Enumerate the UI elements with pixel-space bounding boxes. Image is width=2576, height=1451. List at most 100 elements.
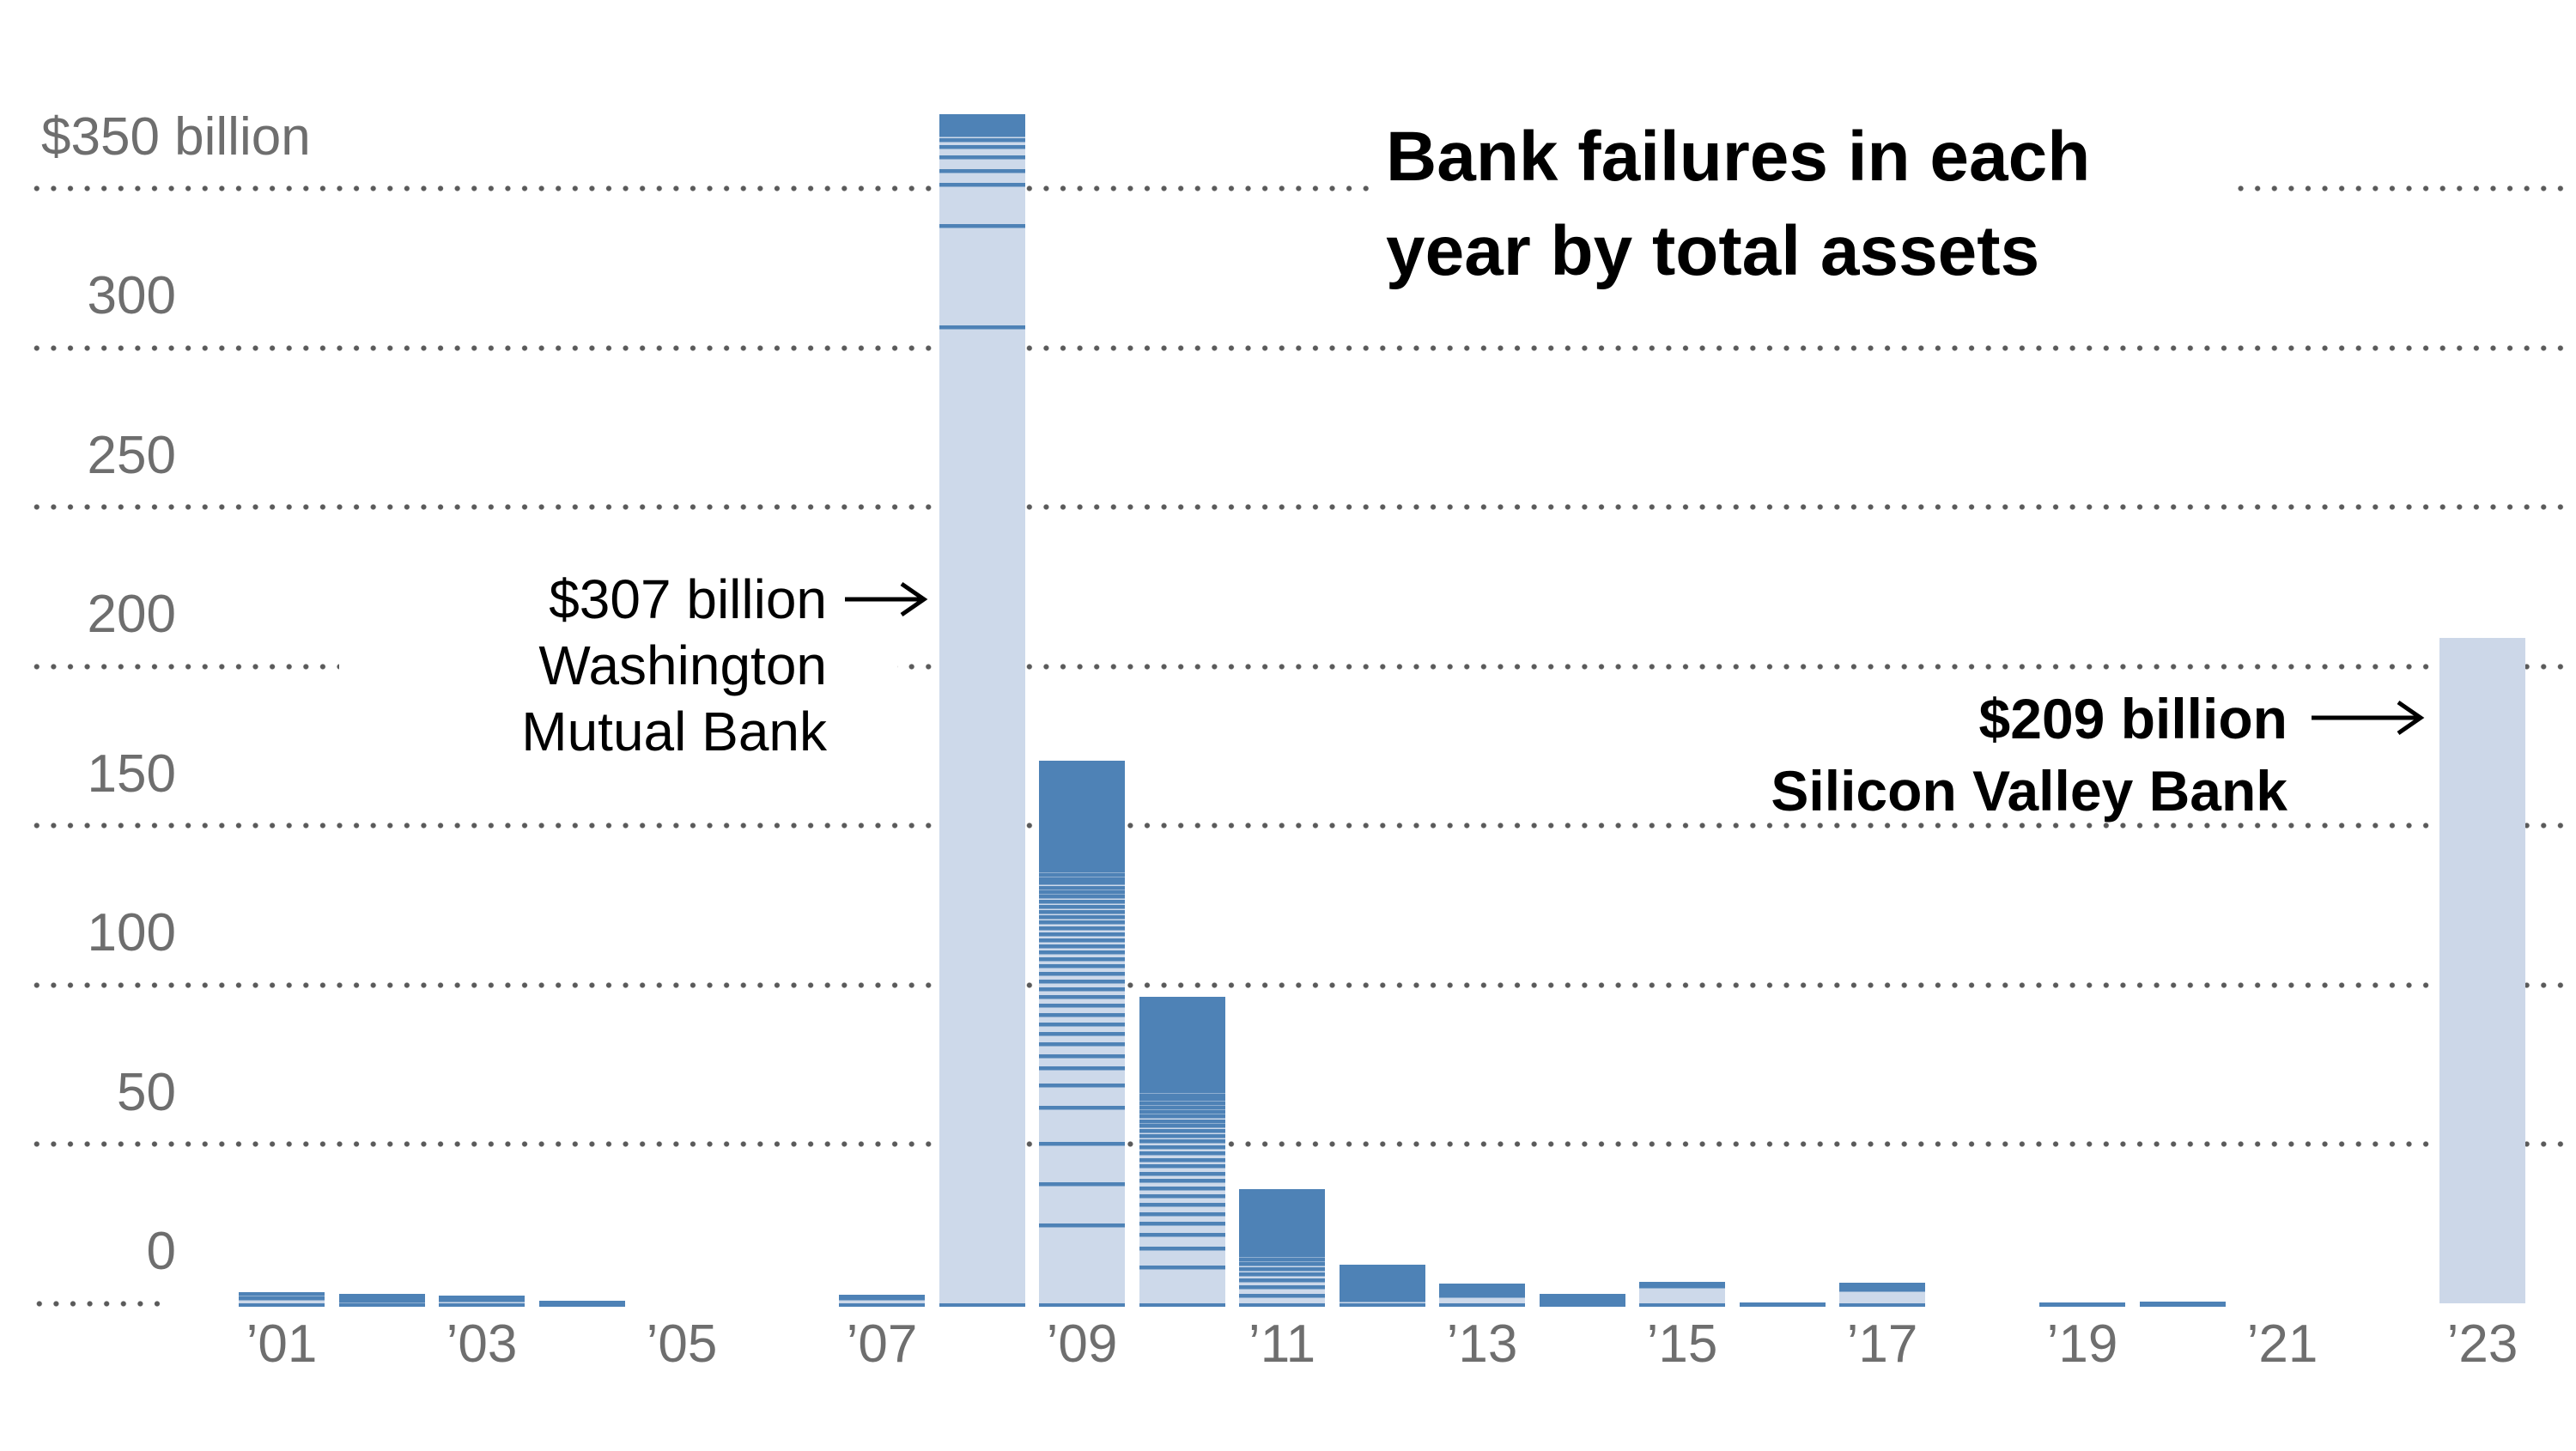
gridline-200 [28,663,2567,670]
bar-segment [1239,1240,1325,1243]
bar-segment [1039,775,1125,779]
bar-segment [1139,1102,1225,1106]
bar-base-strip [2139,1302,2226,1307]
bar-segment [1139,1073,1225,1077]
bar-segment [1139,1211,1225,1223]
bar-segment [939,128,1025,131]
bar-2019 [2039,1302,2125,1307]
bar-segment [1239,1285,1325,1294]
bar-segment [439,1298,525,1303]
bar-segment [1239,1191,1325,1193]
bar-segment [1039,915,1125,921]
bar-segment [1139,1083,1225,1087]
bar-segment [1039,821,1125,824]
bar-segment [1139,999,1225,1003]
bar-segment [1039,831,1125,835]
bar-segment [1239,1293,1325,1303]
bar-segment [1039,926,1125,932]
bar-segment [1539,1295,1625,1296]
bar-segment [1339,1285,1425,1289]
bar-segment [1139,1139,1225,1146]
bar-segment [1039,932,1125,938]
x-tick-label-2003: ’03 [446,1314,518,1374]
bar-segment [1239,1242,1325,1247]
bar-segment [1039,1066,1125,1084]
bar-segment [839,1295,925,1296]
bar-base-strip [2039,1302,2125,1307]
bar-segment [1039,971,1125,980]
bar-segment [1239,1246,1325,1250]
bar-segment [939,155,1025,170]
bar-segment [1539,1296,1625,1297]
bar-segment [939,138,1025,146]
bar-segment [1039,841,1125,845]
bar-segment [1039,987,1125,996]
bar-segment [1339,1282,1425,1284]
bar-segment [1039,801,1125,804]
bar-segment [1039,844,1125,847]
bar-segment [839,1296,925,1303]
x-tick-label-2013: ’13 [1446,1314,1518,1374]
bar-segment [1039,979,1125,987]
bar-segment [1139,1039,1225,1042]
bar-segment [1139,1079,1225,1084]
bar-segment [1039,1053,1125,1067]
bar-segment [1139,1045,1225,1048]
bar-segment [1739,1302,1826,1303]
bar-segment [1039,763,1125,766]
bar-segment [1039,869,1125,873]
bar-segment [1039,1223,1125,1303]
bar-segment [1139,1033,1225,1037]
bar-segment [1039,858,1125,862]
bar-segment [1039,839,1125,842]
bar-segment [1339,1280,1425,1283]
bar-segment [1139,996,1225,999]
bar-base-strip [1639,1302,1725,1307]
bar-segment [1039,788,1125,792]
bar-segment [1039,899,1125,905]
bar-segment [1139,1062,1225,1065]
bar-segment [939,126,1025,129]
bar-segment [1839,1284,1925,1286]
bar-segment [1139,1013,1225,1017]
x-tick-label-2005: ’05 [646,1314,718,1374]
bar-segment [939,325,1025,1303]
bar-segment [1139,1024,1225,1029]
bar-segment [1139,1186,1225,1195]
bar-segment [538,1302,625,1303]
bar-segment [439,1296,525,1299]
bar-2014 [1539,1293,1625,1307]
bar-segment [1339,1265,1425,1267]
y-tick-label-250: 250 [87,425,176,485]
bar-segment [338,1296,425,1300]
bar-segment [1339,1266,1425,1269]
bar-2003 [439,1296,525,1307]
bar-segment [1239,1194,1325,1198]
bar-segment [1139,1233,1225,1247]
bar-segment [1039,944,1125,951]
bar-segment [1439,1284,1525,1286]
bar-2001 [239,1292,325,1307]
gridline-300 [28,344,2567,351]
bar-segment [939,133,1025,139]
bar-segment [1039,786,1125,789]
bar-segment [1539,1301,1625,1303]
bar-segment [1039,836,1125,840]
bar-segment [1839,1285,1925,1288]
bar-base-strip [1339,1302,1425,1307]
bar-segment [1339,1278,1425,1281]
bar-segment [1239,1209,1325,1212]
bar-base-strip [338,1302,425,1307]
bar-segment [1139,1124,1225,1130]
bar-segment [1539,1296,1625,1297]
bar-segment [1139,1105,1225,1111]
bar-segment [1339,1275,1425,1278]
wamu-annotation: $307 billion Washington Mutual Bank [339,567,897,765]
bar-segment [1139,1129,1225,1135]
chart-title: Bank failures in each year by total asse… [1374,110,2233,299]
bar-base-strip [1239,1302,1325,1307]
bar-segment [1039,881,1125,886]
x-tick-label-2021: ’21 [2246,1314,2318,1374]
x-tick-label-2007: ’07 [846,1314,918,1374]
